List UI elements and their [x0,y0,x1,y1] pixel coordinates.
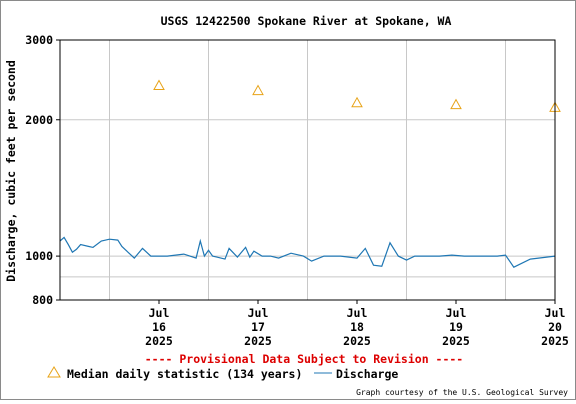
chart-title: USGS 12422500 Spokane River at Spokane, … [161,14,452,28]
x-tick-label: 18 [350,320,364,334]
x-axis-ticks: Jul162025Jul172025Jul182025Jul192025Jul2… [145,300,569,348]
x-tick-label: 2025 [244,334,272,348]
x-tick-label: Jul [149,306,170,320]
y-axis-ticks: 800 1000 2000 3000 [25,33,60,307]
series-layer [59,79,561,268]
y-axis-label: Discharge, cubic feet per second [4,60,18,282]
x-tick-label: 20 [548,320,562,334]
legend-median-label: Median daily statistic (134 years) [67,367,302,381]
x-tick-label: Jul [545,306,566,320]
x-tick-label: 19 [449,320,463,334]
y-tick-label: 800 [32,293,53,307]
y-tick-label: 3000 [25,33,53,47]
legend-median-marker [47,366,61,378]
legend: Median daily statistic (134 years) Disch… [47,366,398,381]
discharge-line [59,236,556,268]
x-tick-label: 16 [152,320,166,334]
x-tick-label: 2025 [145,334,173,348]
y-tick-label: 2000 [25,113,53,127]
x-tick-label: 2025 [343,334,371,348]
x-tick-label: Jul [347,306,368,320]
usgs-credit: Graph courtesy of the U.S. Geological Su… [356,388,568,397]
provisional-notice: ---- Provisional Data Subject to Revisio… [145,352,464,366]
x-tick-label: Jul [248,306,269,320]
median-marker [351,96,363,108]
x-tick-label: 2025 [541,334,569,348]
y-tick-label: 1000 [25,249,53,263]
x-tick-label: 2025 [442,334,470,348]
x-tick-label: 17 [251,320,265,334]
x-tick-label: Jul [446,306,467,320]
legend-discharge-label: Discharge [336,367,398,381]
median-marker [450,98,462,110]
median-marker [153,79,165,91]
median-marker [252,84,264,96]
plot-border [59,39,556,301]
